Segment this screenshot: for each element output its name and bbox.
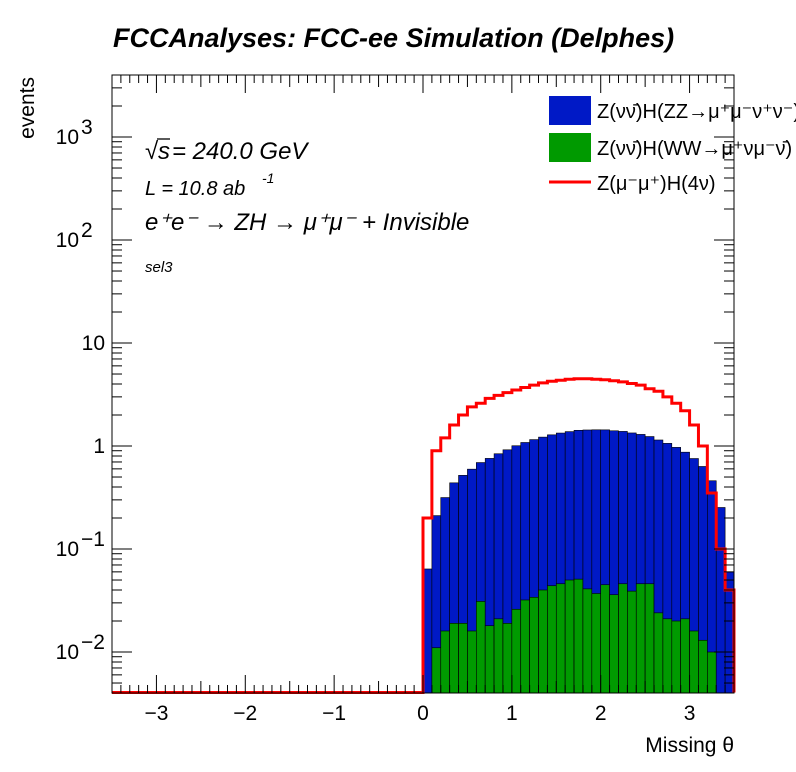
bar-ww-4	[458, 623, 468, 694]
bar-ww-2	[440, 630, 450, 694]
bar-ww-29	[680, 618, 690, 694]
bar-ww-27	[662, 618, 673, 694]
energy-value: = 240.0 GeV	[172, 138, 309, 165]
y-axis-label: events	[16, 77, 39, 139]
bar-ww-23	[627, 590, 637, 694]
process: e⁺e⁻ → ZH → μ⁺μ⁻ + Invisible	[145, 209, 469, 236]
y-tick-label: 10	[56, 229, 79, 252]
legend-label-1: Z(νν̄)H(WW→μ⁺νμ⁻ν̄)	[597, 138, 792, 160]
selection: sel3	[145, 259, 173, 276]
bar-ww-8	[493, 618, 504, 694]
bar-ww-17	[573, 578, 584, 694]
chart-title: FCCAnalyses: FCC-ee Simulation (Delphes)	[113, 23, 674, 53]
y-tick-exp: 2	[81, 219, 93, 242]
bar-ww-31	[698, 639, 708, 694]
bar-ww-21	[609, 594, 619, 694]
bar-ww-24	[635, 583, 646, 694]
x-tick-label: 1	[506, 702, 518, 725]
annotations: √ s = 240.0 GeV L = 10.8 ab -1 e⁺e⁻ → ZH → μ…	[145, 138, 469, 276]
luminosity: L = 10.8 ab	[145, 178, 245, 200]
x-axis-label: Missing θ	[645, 734, 734, 757]
x-tick-label: −2	[233, 702, 257, 725]
bar-ww-13	[538, 589, 548, 694]
bar-ww-5	[467, 630, 477, 694]
bar-ww-14	[547, 585, 557, 694]
bar-ww-11	[520, 599, 530, 694]
line-4nu	[112, 377, 736, 694]
bar-ww-18	[582, 588, 593, 694]
energy-var: s	[158, 138, 170, 165]
y-tick-label: 10	[56, 641, 79, 664]
bar-ww-6	[476, 601, 486, 694]
bar-ww-16	[564, 579, 575, 694]
legend-label-0: Z(νν̄)H(ZZ→μ⁺μ⁻ν⁺ν⁻)	[597, 101, 796, 123]
bar-ww-20	[600, 584, 610, 694]
y-tick-label: 1	[93, 435, 105, 458]
y-tick-exp: −1	[81, 528, 105, 551]
bar-ww-26	[653, 612, 664, 694]
y-tick-label: 10	[82, 332, 105, 355]
legend-swatch-zz	[549, 96, 591, 125]
bar-ww-15	[555, 583, 566, 694]
y-tick-label: 10	[56, 538, 79, 561]
bar-ww-30	[689, 630, 699, 694]
y-tick-exp: −2	[81, 631, 105, 654]
x-tick-label: −3	[144, 702, 168, 725]
x-tick-label: −1	[322, 702, 346, 725]
legend-label-2: Z(μ⁻μ⁺)H(4ν)	[597, 173, 716, 195]
bar-ww-1	[431, 647, 442, 694]
bar-ww-9	[502, 623, 513, 694]
bar-ww-32	[707, 651, 717, 694]
legend-swatch-ww	[549, 133, 591, 162]
bar-ww-28	[671, 620, 681, 694]
bar-ww-25	[644, 583, 655, 694]
bar-ww-10	[511, 608, 522, 694]
y-tick-exp: 3	[81, 116, 93, 139]
energy-root: √	[145, 138, 159, 165]
y-tick-label: 10	[56, 126, 79, 149]
bar-ww-22	[618, 583, 628, 694]
x-tick-label: 2	[595, 702, 607, 725]
plot-area	[112, 377, 736, 694]
luminosity-exp: -1	[262, 170, 274, 186]
x-tick-label: 3	[684, 702, 696, 725]
bar-ww-3	[449, 623, 459, 694]
bar-ww-7	[484, 625, 495, 694]
bar-ww-12	[529, 596, 539, 694]
legend: Z(νν̄)H(ZZ→μ⁺μ⁻ν⁺ν⁻) Z(νν̄)H(WW→μ⁺νμ⁻ν̄) Z…	[549, 96, 796, 195]
x-tick-label: 0	[417, 702, 429, 725]
bar-ww-19	[591, 593, 602, 694]
